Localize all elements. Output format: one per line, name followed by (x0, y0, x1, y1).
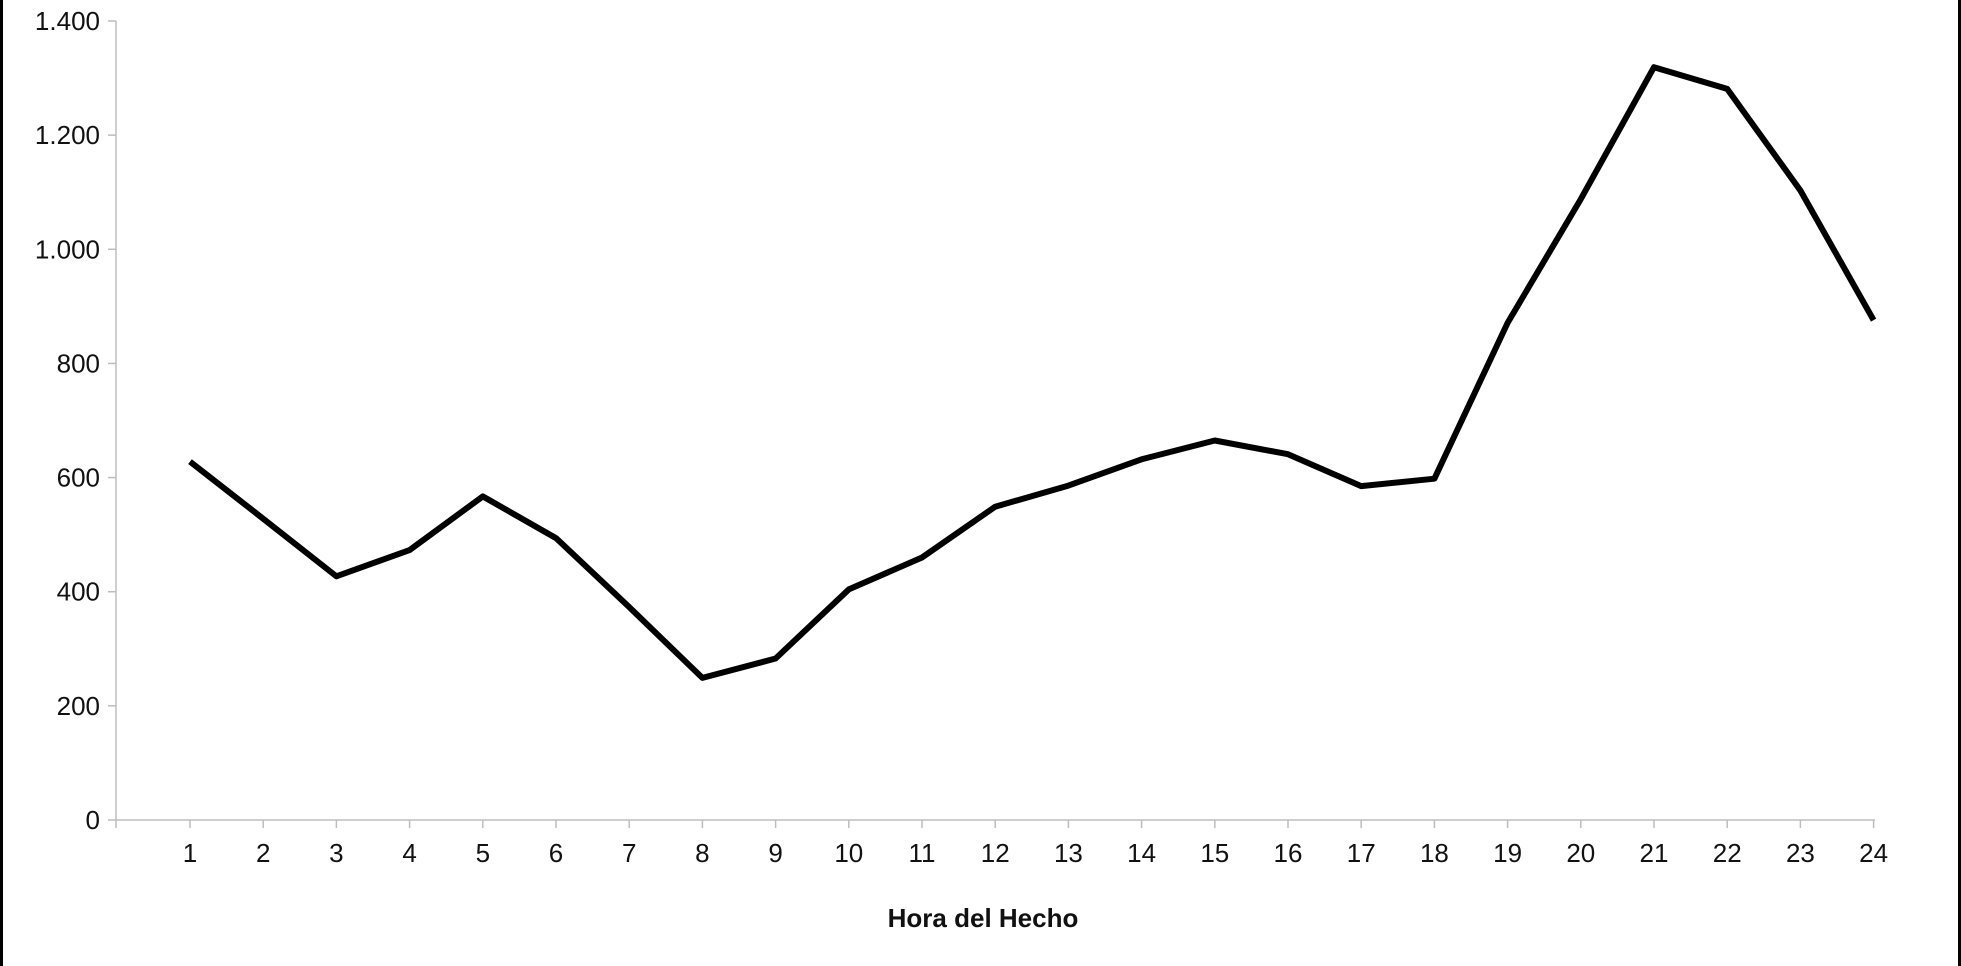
x-tick-label: 11 (909, 838, 936, 868)
x-tick-label: 8 (695, 838, 709, 868)
x-tick-label: 5 (476, 838, 490, 868)
x-tick-label: 24 (1859, 838, 1888, 868)
series-layer (188, 64, 1877, 681)
y-tick-label: 800 (57, 348, 100, 378)
x-tick-label: 17 (1347, 838, 1376, 868)
y-tick-label: 1.200 (35, 120, 100, 150)
series-line (188, 64, 1877, 681)
x-tick-label: 10 (834, 838, 863, 868)
y-tick-label: 1.400 (35, 6, 100, 36)
y-tick-label: 200 (57, 691, 100, 721)
x-tick-label: 14 (1127, 838, 1156, 868)
x-tick-label: 21 (1640, 838, 1669, 868)
x-axis-title: Hora del Hecho (888, 903, 1079, 933)
y-tick-label: 400 (57, 577, 100, 607)
y-tick-label: 600 (57, 463, 100, 493)
x-tick-label: 9 (768, 838, 782, 868)
x-tick-label: 4 (402, 838, 416, 868)
x-tick-label: 1 (183, 838, 197, 868)
x-tick-label: 22 (1713, 838, 1742, 868)
x-tick-label: 23 (1786, 838, 1815, 868)
x-tick-label: 15 (1200, 838, 1229, 868)
x-tick-label: 20 (1566, 838, 1595, 868)
y-tick-label: 0 (86, 805, 100, 835)
x-tick-label: 2 (256, 838, 270, 868)
x-tick-label: 6 (549, 838, 563, 868)
y-tick-label: 1.000 (35, 234, 100, 264)
x-axis: 1 2 3 4 5 6 7 8 9 10 11 12 13 14 15 16 17 18 19 20 21 22 23 24 (115, 819, 1888, 868)
x-tick-label: 13 (1054, 838, 1083, 868)
x-tick-label: 7 (622, 838, 636, 868)
x-tick-label: 12 (981, 838, 1010, 868)
x-tick-label: 18 (1420, 838, 1449, 868)
y-axis: 0 200 400 600 800 1.000 1.200 1.400 (35, 6, 117, 835)
x-tick-label: 19 (1493, 838, 1522, 868)
x-tick-label: 3 (329, 838, 343, 868)
x-tick-label: 16 (1274, 838, 1303, 868)
